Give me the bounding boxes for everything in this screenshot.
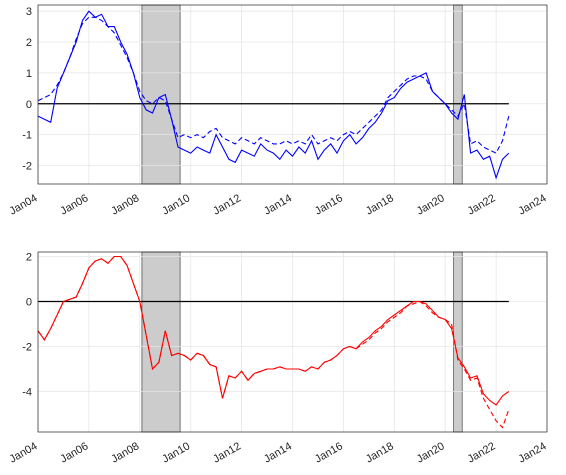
data-line [37,255,510,429]
data-line [37,10,510,180]
x-tick-label: Jan12 [211,440,243,465]
y-tick-label: 0 [26,99,32,111]
x-tick-label: Jan22 [466,192,498,217]
x-tick-label: Jan08 [109,440,141,465]
x-tick-label: Jan14 [262,192,294,217]
x-tick-label: Jan14 [262,440,294,465]
y-tick-label: 3 [26,6,32,18]
x-tick-label: Jan04 [8,440,40,465]
x-tick-label: Jan20 [415,440,447,465]
x-tick-label: Jan08 [109,192,141,217]
y-tick-label: 1 [26,68,32,80]
axes-box [37,251,548,433]
x-tick-label: Jan16 [313,440,345,465]
x-tick-label: Jan06 [58,192,90,217]
shaded-period [141,251,181,433]
x-tick-label: Jan10 [160,440,192,465]
x-tick-label: Jan22 [466,440,498,465]
x-tick-label: Jan18 [364,440,396,465]
shaded-period [141,4,181,185]
x-tick-label: Jan24 [517,192,549,217]
y-tick-label: -2 [22,342,32,354]
y-tick-label: -4 [22,387,32,399]
y-tick-label: 0 [26,297,32,309]
x-tick-label: Jan16 [313,192,345,217]
x-tick-label: Jan24 [517,440,549,465]
x-tick-label: Jan12 [211,192,243,217]
x-tick-label: Jan10 [160,192,192,217]
shaded-period [453,4,463,185]
y-tick-label: 2 [26,37,32,49]
x-tick-label: Jan06 [58,440,90,465]
axes-box [37,4,548,185]
y-tick-label: 2 [26,252,32,264]
x-tick-label: Jan20 [415,192,447,217]
x-tick-label: Jan18 [364,192,396,217]
y-tick-label: -2 [22,160,32,172]
data-line [37,16,510,154]
x-tick-label: Jan04 [8,192,40,217]
y-tick-label: -1 [22,130,32,142]
